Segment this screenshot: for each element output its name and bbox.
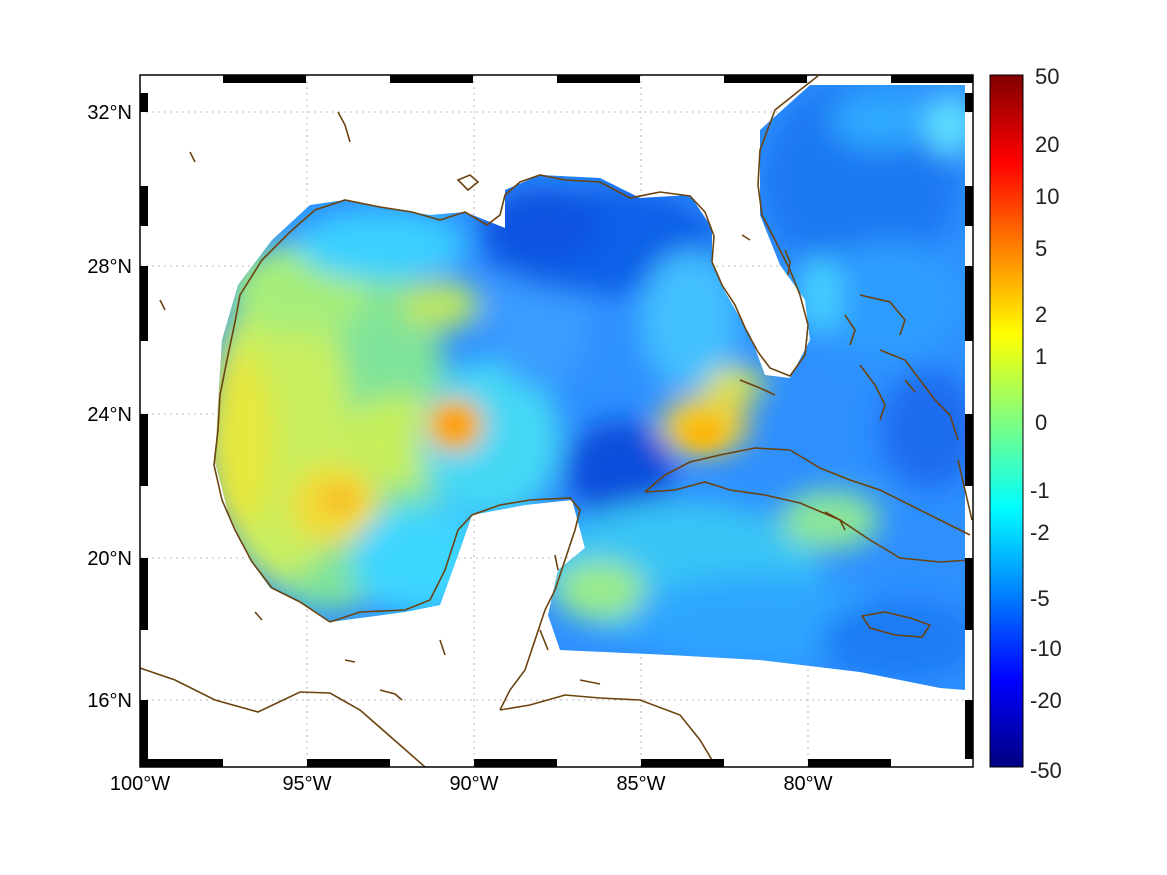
y-tick-label: 24°N	[87, 404, 132, 426]
y-tick-label: 32°N	[87, 102, 132, 124]
map-frame	[139, 74, 974, 768]
x-tick-label: 80°W	[783, 773, 832, 795]
data-field	[215, 85, 965, 690]
colorbar-tick-label: 2	[1035, 302, 1047, 327]
colorbar-tick-label: -10	[1030, 636, 1062, 661]
y-axis-ticks: 32°N 28°N 24°N 20°N 16°N	[87, 102, 132, 712]
colorbar-tick-label: 50	[1035, 64, 1059, 89]
y-tick-label: 16°N	[87, 690, 132, 712]
y-tick-label: 28°N	[87, 256, 132, 278]
coastlines	[139, 75, 973, 768]
colorbar-tick-label: 5	[1035, 236, 1047, 261]
colorbar-tick-label: 20	[1035, 132, 1059, 157]
x-axis-ticks: 100°W 95°W 90°W 85°W 80°W	[110, 773, 833, 795]
colorbar-tick-label: -50	[1030, 758, 1062, 783]
colorbar-tick-label: 1	[1035, 344, 1047, 369]
colorbar-tick-label: -1	[1030, 478, 1050, 503]
colorbar-tick-label: 0	[1035, 410, 1047, 435]
x-tick-label: 85°W	[616, 773, 665, 795]
colorbar-tick-label: -20	[1030, 688, 1062, 713]
x-tick-label: 100°W	[110, 773, 170, 795]
colorbar-tick-label: -2	[1030, 520, 1050, 545]
x-tick-label: 95°W	[282, 773, 331, 795]
colorbar-tick-label: 10	[1035, 184, 1059, 209]
colorbar-gradient	[989, 74, 1024, 768]
colorbar-tick-label: -5	[1030, 586, 1050, 611]
x-tick-label: 90°W	[449, 773, 498, 795]
y-tick-label: 20°N	[87, 548, 132, 570]
